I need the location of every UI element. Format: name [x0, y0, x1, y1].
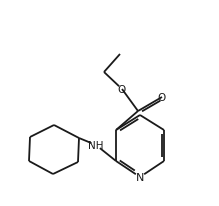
Text: O: O — [118, 85, 126, 95]
Text: N: N — [136, 172, 144, 182]
Text: O: O — [158, 92, 166, 103]
Text: NH: NH — [88, 140, 104, 150]
